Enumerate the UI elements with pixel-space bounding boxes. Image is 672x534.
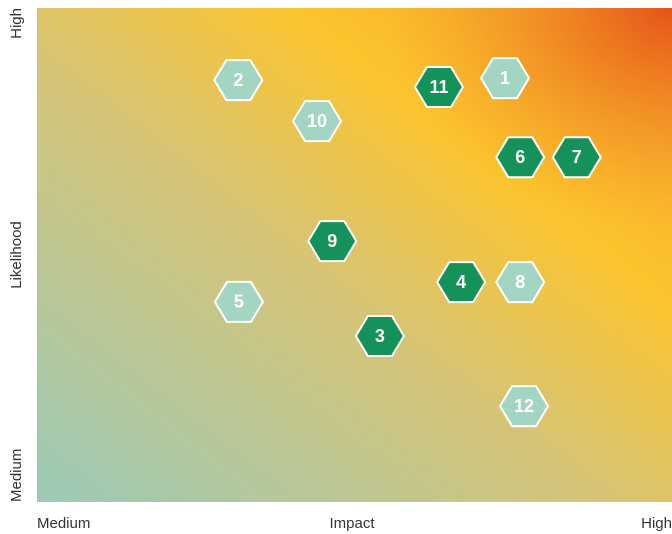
risk-label: 2 <box>233 70 243 90</box>
risk-label: 3 <box>375 326 385 346</box>
risk-hexagon <box>354 315 406 358</box>
risk-label: 1 <box>500 68 510 88</box>
risk-label: 9 <box>327 231 337 251</box>
x-axis-low: Medium <box>37 515 90 532</box>
risk-hexagon <box>495 136 546 179</box>
risk-label: 5 <box>234 292 244 312</box>
y-axis-low: Medium <box>8 449 25 502</box>
x-axis-label: Impact <box>329 515 375 532</box>
plot-highlight <box>37 8 672 502</box>
risk-hexagon <box>307 220 358 263</box>
risk-label: 10 <box>307 111 327 131</box>
risk-hexagon <box>291 100 343 143</box>
risk-label: 4 <box>456 272 466 292</box>
risk-hexagon <box>498 385 550 428</box>
risk-hexagon <box>436 261 487 304</box>
risk-hexagon <box>551 136 602 179</box>
risk-label: 6 <box>515 147 525 167</box>
y-axis-label: Likelihood <box>8 221 25 289</box>
risk-label: 7 <box>572 147 582 167</box>
risk-label: 8 <box>515 272 525 292</box>
risk-hexagon <box>213 280 265 323</box>
x-axis-high: High <box>641 515 672 532</box>
risk-hexagon <box>495 261 546 304</box>
risk-label: 12 <box>514 396 534 416</box>
y-axis-high: High <box>8 8 25 39</box>
risk-hexagon <box>479 57 531 100</box>
risk-hexagon <box>213 59 264 102</box>
risk-label: 11 <box>429 77 448 97</box>
risk-hexagon <box>413 66 465 109</box>
